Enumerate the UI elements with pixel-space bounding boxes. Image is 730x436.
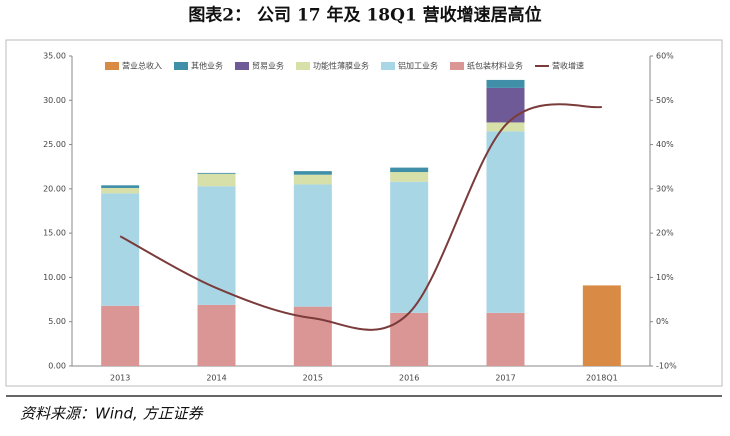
bar-segment	[197, 173, 236, 187]
bar-segment	[390, 312, 429, 366]
bar-segment	[390, 167, 429, 173]
legend-swatch	[174, 62, 188, 70]
bar-segment	[293, 174, 332, 185]
y2-tick-label: 60%	[656, 52, 674, 61]
y-tick-label: 5.00	[48, 317, 66, 326]
y2-tick-label: 30%	[656, 184, 674, 193]
legend-label: 贸易业务	[252, 61, 284, 71]
page-title: 图表2： 公司 17 年及 18Q1 营收增速居高位	[188, 5, 541, 26]
x-tick-label: 2017	[495, 374, 515, 383]
y2-tick-label: -10%	[656, 362, 677, 371]
bar-segment	[197, 304, 236, 366]
y2-tick-label: 20%	[656, 229, 674, 238]
y-tick-label: 35.00	[43, 52, 66, 61]
legend-swatch	[296, 62, 310, 70]
bar-segment	[101, 185, 140, 188]
bar-segment	[390, 172, 429, 182]
legend-label: 纸包装材料业务	[467, 61, 523, 71]
bar-segment	[486, 131, 525, 313]
source: 资料来源：Wind, 方正证券	[20, 405, 204, 423]
bar-segment	[486, 79, 525, 88]
x-tick-label: 2015	[303, 374, 323, 383]
x-tick-label: 2013	[110, 374, 130, 383]
bar-segment	[293, 184, 332, 307]
bar-segment	[486, 122, 525, 132]
y-tick-label: 25.00	[43, 140, 66, 149]
bar-segment	[101, 305, 140, 366]
y2-tick-label: 50%	[656, 96, 674, 105]
x-tick-label: 2014	[206, 374, 226, 383]
bar-segment	[390, 181, 429, 313]
bar-segment	[197, 172, 236, 174]
y-tick-label: 20.00	[43, 184, 66, 193]
legend-label: 功能性薄膜业务	[313, 61, 369, 71]
y-tick-label: 30.00	[43, 96, 66, 105]
legend-swatch	[105, 62, 119, 70]
legend-label: 其他业务	[191, 61, 223, 71]
y-tick-label: 10.00	[43, 273, 66, 282]
y-tick-label: 0.00	[48, 362, 66, 371]
line-series	[119, 103, 603, 331]
y2-tick-label: 10%	[656, 273, 674, 282]
bar-segment	[486, 87, 525, 123]
legend-label: 营业总收入	[122, 61, 162, 71]
bar-segment	[486, 312, 525, 366]
bar-segment	[582, 285, 621, 366]
legend-label: 营收增速	[552, 61, 584, 71]
bar-segment	[101, 193, 140, 306]
legend-swatch	[450, 62, 464, 70]
bar-segment	[197, 186, 236, 305]
legend-label: 铝加工业务	[398, 61, 438, 71]
y2-tick-label: 0%	[656, 317, 669, 326]
x-tick-label: 2018Q1	[586, 374, 618, 383]
legend-swatch	[381, 62, 395, 70]
bar-segment	[101, 187, 140, 194]
x-tick-label: 2016	[399, 374, 419, 383]
chart-frame	[5, 39, 723, 387]
y-tick-label: 15.00	[43, 229, 66, 238]
bar-segment	[293, 171, 332, 175]
legend-swatch	[235, 62, 249, 70]
y2-tick-label: 40%	[656, 140, 674, 149]
